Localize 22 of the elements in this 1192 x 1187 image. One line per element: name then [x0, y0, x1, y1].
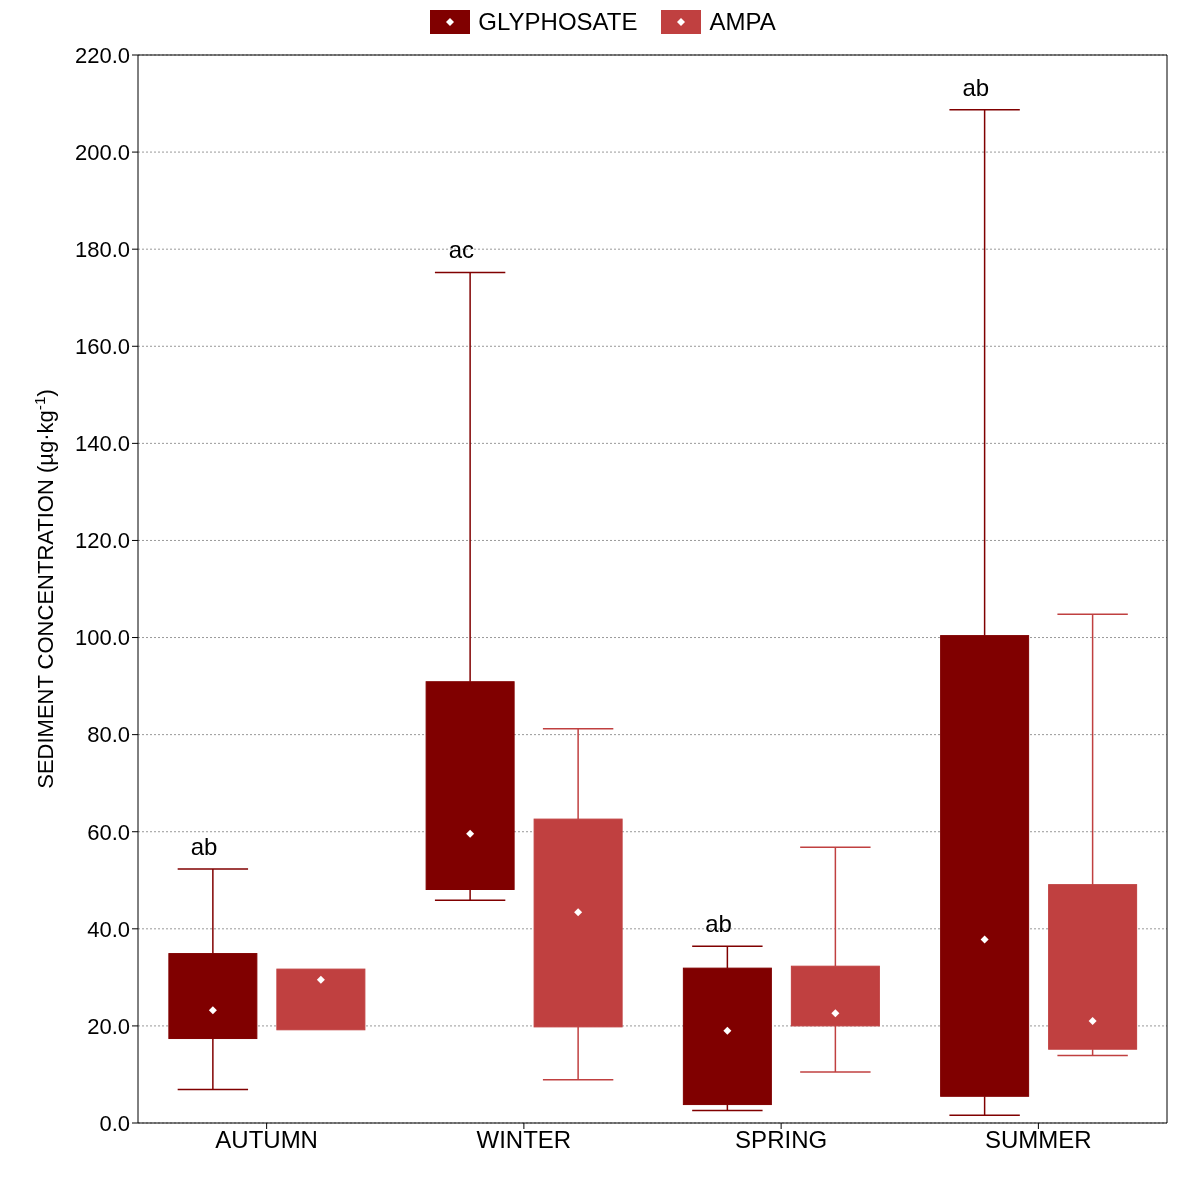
- y-tick-label: 200.0: [74, 139, 130, 165]
- legend-label: GLYPHOSATE: [477, 8, 638, 36]
- y-tick-label: 220.0: [74, 42, 130, 68]
- y-tick-label: 20.0: [87, 1013, 130, 1039]
- annotation: ac: [448, 236, 475, 264]
- legend-label: AMPA: [708, 8, 776, 36]
- annotation: ab: [190, 833, 218, 861]
- x-tick-label: SUMMER: [985, 1126, 1092, 1154]
- y-tick-label: 0.0: [99, 1110, 130, 1136]
- y-tick-label: 120.0: [74, 528, 130, 554]
- y-tick-label: 140.0: [74, 431, 130, 457]
- annotation: ab: [962, 73, 990, 101]
- y-tick-label: 80.0: [87, 722, 130, 748]
- y-tick-label: 60.0: [87, 819, 130, 845]
- y-tick-label: 100.0: [74, 625, 130, 651]
- x-tick-label: AUTUMN: [215, 1126, 318, 1154]
- x-tick-label: SPRING: [735, 1126, 828, 1154]
- y-tick-label: 40.0: [87, 916, 130, 942]
- y-tick-label: 160.0: [74, 334, 130, 360]
- x-tick-label: WINTER: [476, 1126, 572, 1154]
- y-tick-label: 180.0: [74, 236, 130, 262]
- annotation: ab: [705, 910, 732, 938]
